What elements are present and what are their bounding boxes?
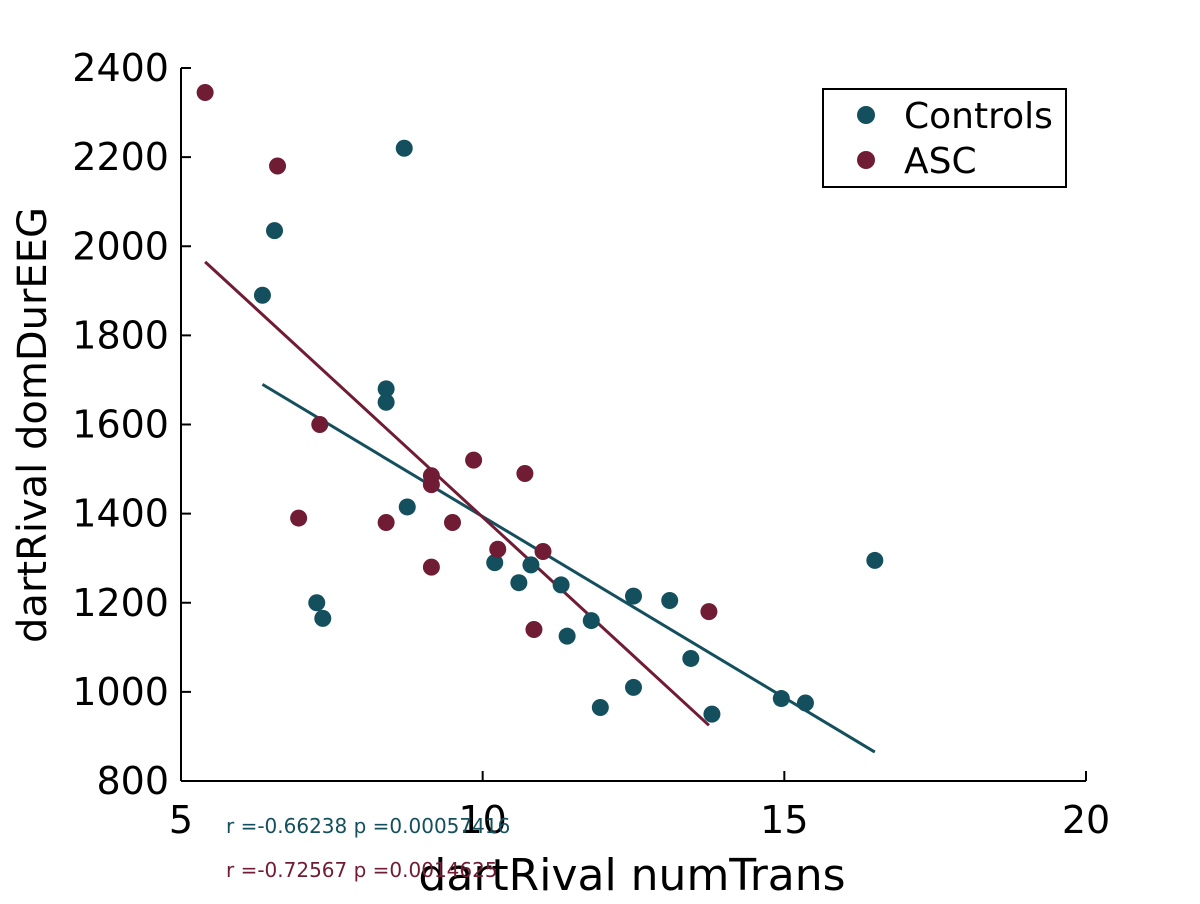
stats-text-controls: r =-0.66238 p =0.00057416	[226, 814, 510, 838]
regression-line-controls	[261, 383, 876, 754]
data-point-controls	[591, 698, 609, 716]
y-tick-label: 2400	[72, 46, 169, 90]
fit-lines	[204, 260, 876, 754]
data-point-controls	[266, 222, 284, 240]
data-point-controls	[625, 587, 642, 605]
x-axis-label: dartRival numTrans	[418, 850, 845, 900]
data-point-asc	[444, 514, 461, 532]
data-point-asc	[196, 84, 214, 102]
data-point-controls	[377, 380, 395, 398]
legend-marker-controls	[857, 106, 875, 124]
y-tick-label: 1400	[72, 492, 169, 536]
data-point-asc	[700, 603, 718, 621]
y-tick-label: 2200	[72, 135, 169, 179]
legend-box	[822, 88, 1067, 188]
y-tick-label: 800	[96, 759, 169, 803]
y-tick-label: 1000	[72, 670, 169, 714]
data-point-controls	[314, 609, 332, 627]
data-point-controls	[486, 554, 504, 572]
data-point-controls	[398, 498, 416, 516]
data-point-asc	[534, 543, 552, 561]
regression-line-asc	[204, 260, 710, 727]
y-tick-label: 1600	[72, 403, 169, 447]
data-point-controls	[253, 286, 271, 304]
x-tick-label: 15	[760, 798, 808, 842]
stats-text-asc: r =-0.72567 p =0.0014625	[226, 858, 498, 882]
axes: 800 1000 1200 1400 1600 1800 2000 2200 2400 5 10 15…	[72, 46, 1110, 842]
data-point-asc	[516, 465, 534, 483]
data-point-controls	[625, 678, 642, 696]
data-point-asc	[489, 540, 507, 558]
data-point-asc	[311, 416, 329, 433]
data-point-controls	[552, 576, 570, 594]
data-point-controls	[772, 690, 790, 708]
y-axis-label: dartRival domDurEEG	[10, 207, 56, 643]
data-point-controls	[796, 694, 814, 712]
x-tick-label: 20	[1062, 798, 1110, 842]
data-point-asc	[422, 558, 440, 576]
y-tick-label: 2000	[72, 224, 169, 268]
data-points	[196, 84, 884, 723]
data-point-asc	[465, 451, 483, 469]
data-point-asc	[290, 509, 308, 527]
data-point-controls	[582, 612, 600, 630]
data-point-asc	[377, 514, 395, 532]
legend-label-controls: Controls	[904, 96, 1053, 137]
legend-label-asc: ASC	[904, 141, 977, 182]
data-point-controls	[395, 139, 413, 157]
y-tick-label: 1800	[72, 313, 169, 357]
y-tick-label: 1200	[72, 581, 169, 625]
data-point-asc	[525, 620, 543, 638]
data-point-asc	[269, 157, 287, 175]
data-point-controls	[682, 649, 700, 667]
data-point-controls	[510, 574, 528, 592]
data-point-controls	[866, 551, 884, 569]
legend-marker-asc	[857, 151, 875, 169]
data-point-controls	[308, 594, 326, 612]
statistics-annotations: r =-0.66238 p =0.00057416 r =-0.72567 p =…	[226, 814, 510, 882]
data-point-controls	[703, 705, 721, 723]
x-tick-label: 5	[169, 798, 193, 842]
data-point-controls	[377, 393, 395, 411]
x-tick-label: 10	[458, 798, 506, 842]
data-point-controls	[661, 592, 679, 610]
data-point-asc	[422, 476, 440, 494]
data-point-controls	[558, 627, 576, 645]
data-point-controls	[522, 556, 540, 574]
